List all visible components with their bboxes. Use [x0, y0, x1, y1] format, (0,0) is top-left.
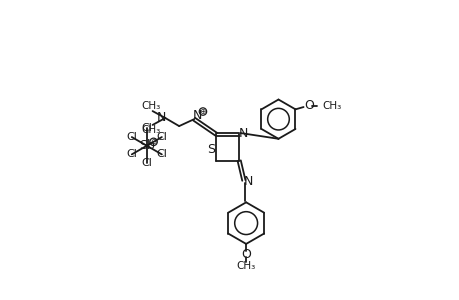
Text: Cl: Cl — [156, 132, 167, 142]
Text: O: O — [241, 248, 251, 262]
Text: Cl: Cl — [126, 132, 137, 142]
Text: Cl: Cl — [141, 158, 152, 168]
Text: S: S — [207, 143, 214, 156]
Text: N: N — [192, 109, 201, 122]
Text: CH₃: CH₃ — [321, 101, 341, 111]
Text: CH₃: CH₃ — [141, 124, 161, 135]
Text: ⊖: ⊖ — [150, 137, 157, 146]
Text: Cl: Cl — [126, 149, 137, 159]
Text: N: N — [157, 111, 166, 124]
Text: Cl: Cl — [141, 123, 152, 134]
Text: CH₃: CH₃ — [236, 261, 255, 271]
Text: O: O — [304, 99, 313, 112]
Text: N: N — [243, 175, 252, 188]
Text: N: N — [239, 127, 248, 140]
Text: Sb: Sb — [139, 139, 154, 152]
Text: ⊕: ⊕ — [199, 107, 206, 116]
Text: CH₃: CH₃ — [141, 101, 161, 112]
Text: Cl: Cl — [156, 149, 167, 159]
